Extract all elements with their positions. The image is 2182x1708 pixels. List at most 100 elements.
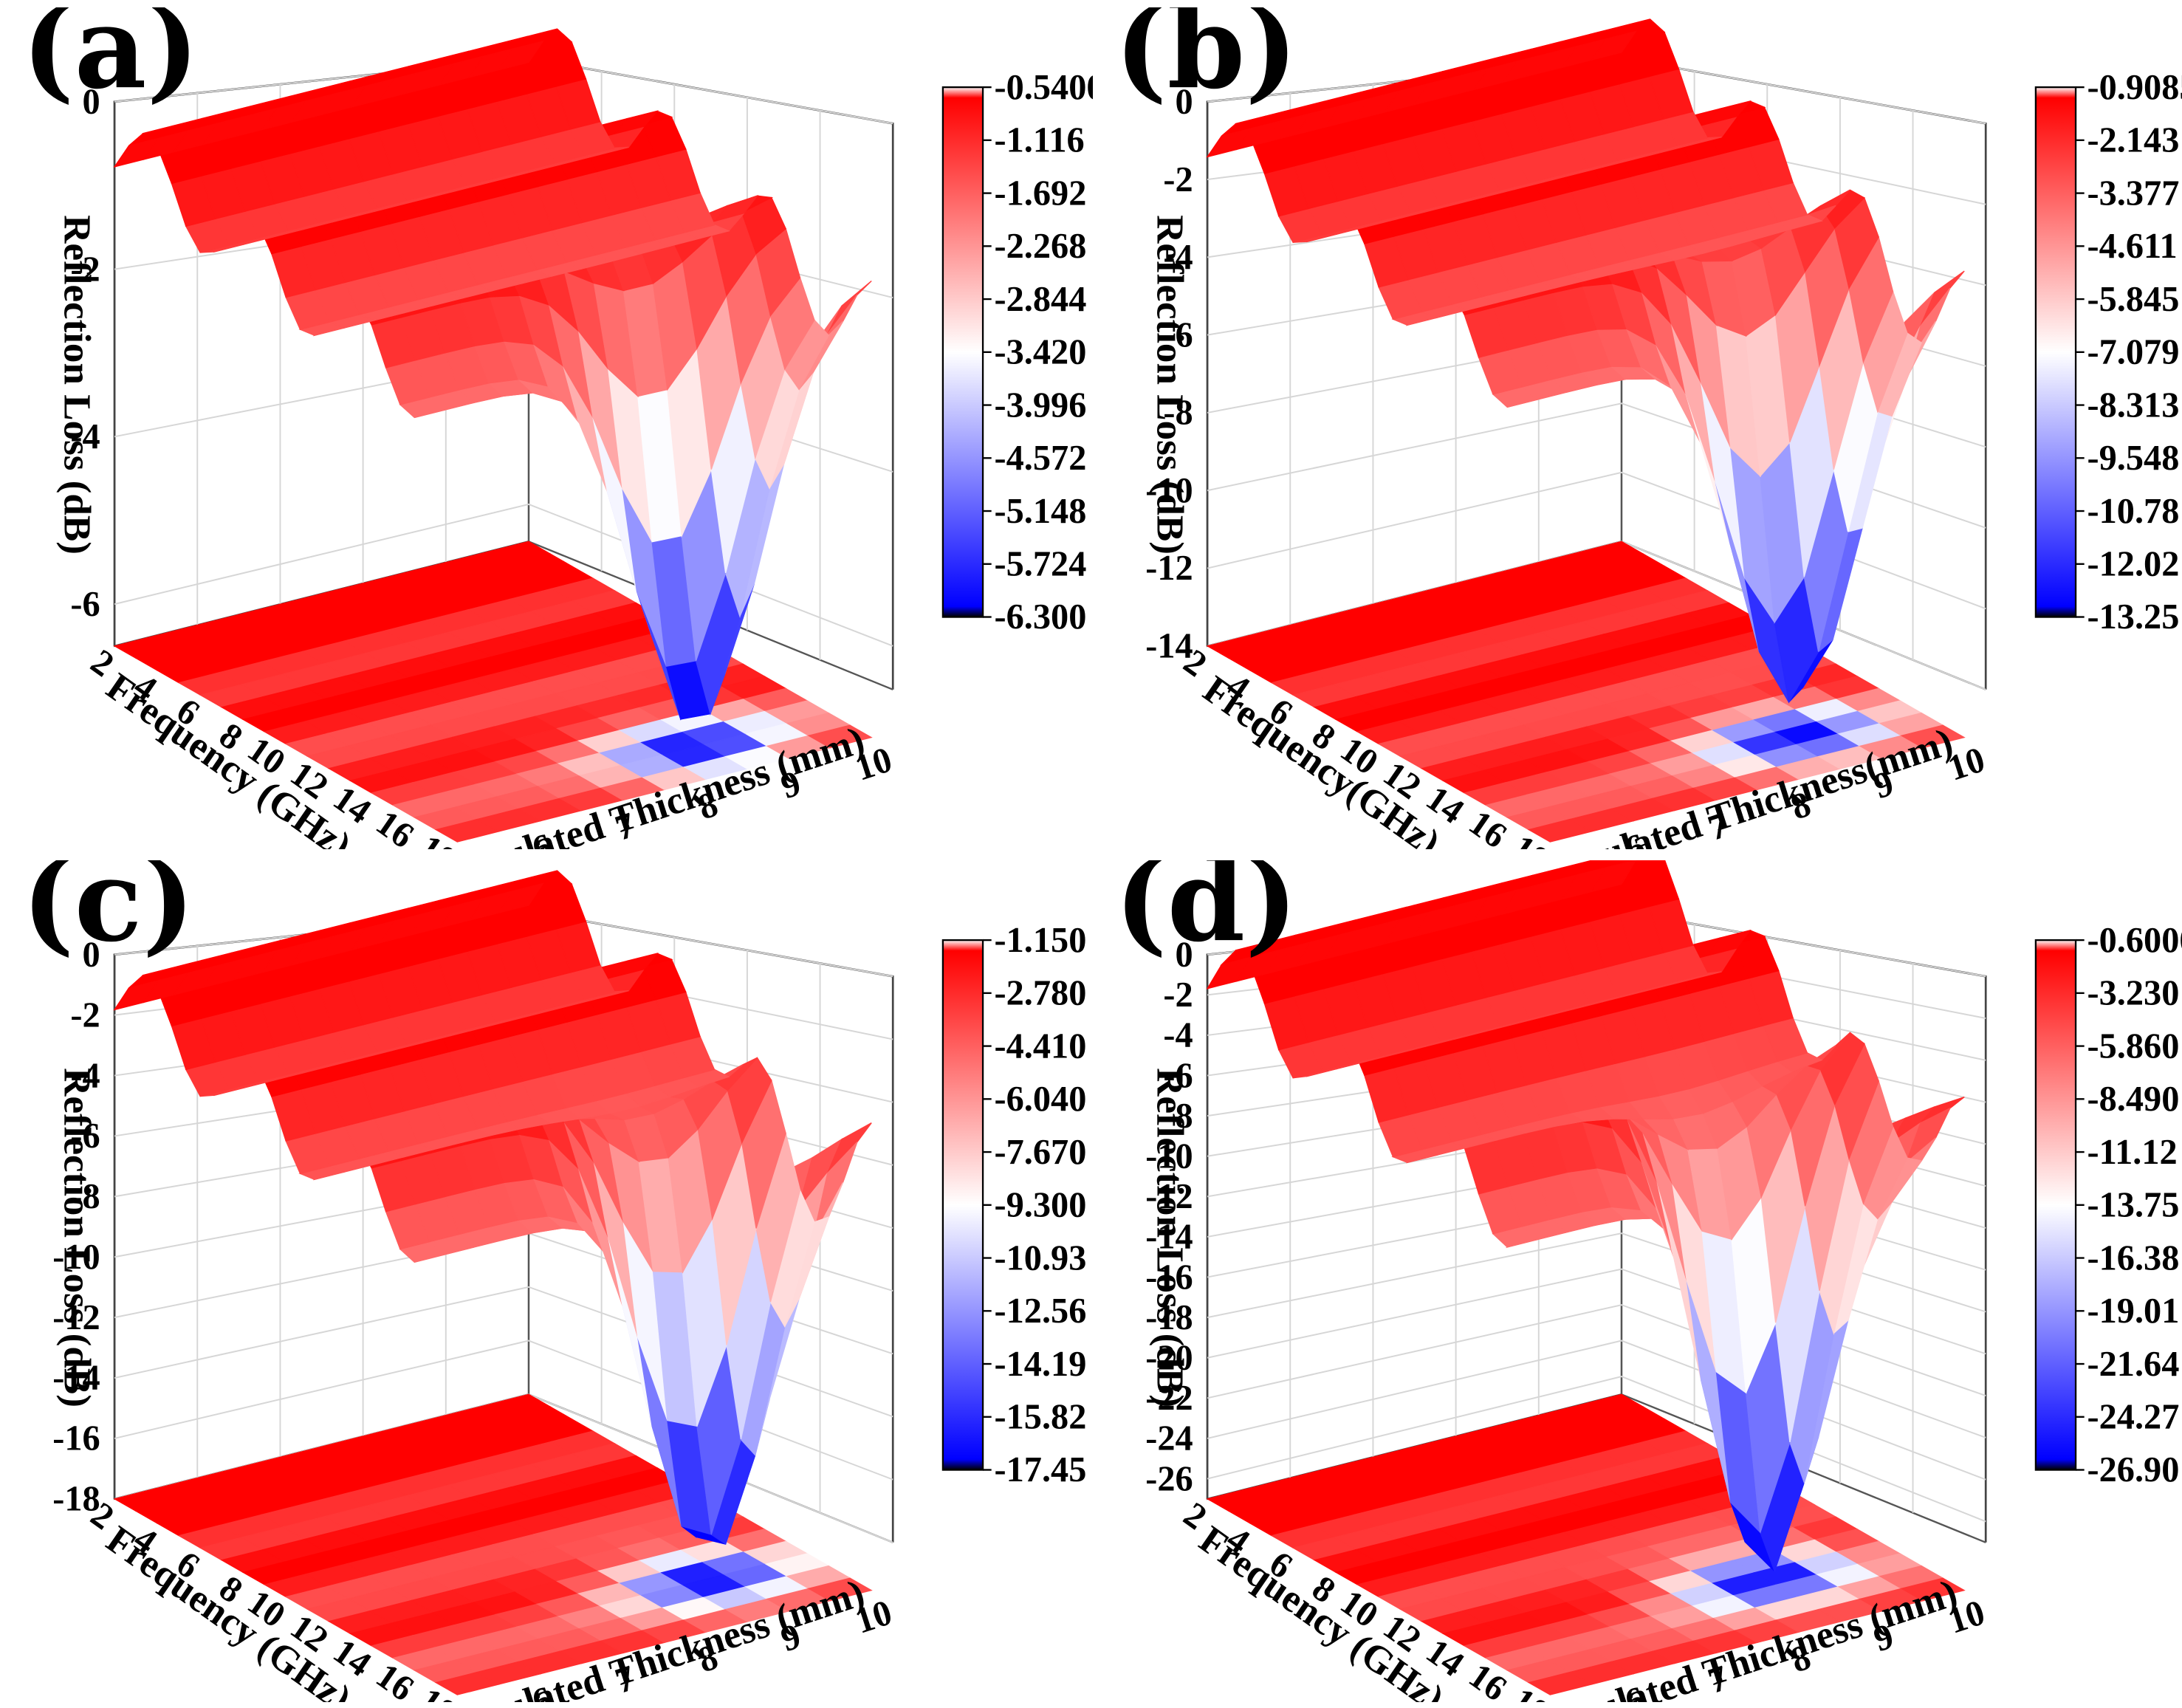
z-gridline	[114, 503, 893, 647]
colorbar-tick-label: -13.75	[2087, 1184, 2180, 1224]
z-tick-label: 0	[83, 81, 100, 121]
z-tick-label: -8	[1163, 392, 1193, 432]
colorbar-tick-label: -3.420	[995, 332, 1087, 371]
surface-quad	[498, 40, 544, 71]
z-axis-title: Reflection Loss (dB)	[1148, 1068, 1191, 1407]
z-tick-label: -2	[1163, 975, 1193, 1015]
z-gridline	[1207, 1376, 1986, 1523]
thickness-tick-label: 5	[1537, 1699, 1567, 1702]
z-tick-label: -8	[70, 1176, 100, 1216]
colorbar-tick-label: -8.490	[2087, 1079, 2180, 1119]
colorbar-tick-label: -21.64	[2087, 1343, 2180, 1383]
floor-heatmap	[113, 1393, 873, 1695]
colorbar-tick-label: -12.56	[995, 1291, 1087, 1331]
plot-svg: 0-2-4-6-8-10-12-14-16-18-20-22-24-262468…	[1114, 860, 2182, 1702]
colorbar-tick-label: -5.724	[995, 543, 1087, 583]
colorbar-tick-label: -10.93	[995, 1238, 1087, 1277]
colorbar-tick-label: -6.300	[995, 597, 1087, 637]
colorbar-tick-label: -14.19	[995, 1343, 1087, 1383]
z-tick-label: -6	[1163, 1055, 1193, 1095]
colorbar-tick-label: -2.780	[995, 973, 1087, 1012]
plot-svg: 0-2-4-6-8-10-12-14246810121416185678910R…	[1114, 7, 2182, 849]
thickness-tick-label: 5	[445, 1699, 474, 1702]
panel-label: (c)	[21, 860, 195, 967]
z-tick-label: -4	[70, 416, 100, 456]
z-tick-label: -6	[1163, 315, 1193, 354]
colorbar-tick-label: -4.572	[995, 438, 1087, 478]
colorbar-gradient	[941, 86, 984, 618]
surface-quad	[498, 882, 544, 914]
colorbar-tick-label: -17.45	[995, 1450, 1087, 1489]
colorbar: -1.150 -2.780 -4.410 -6.040 -7.670 -9.300 -10.…	[941, 919, 1087, 1489]
colorbar-tick-label: -0.6000	[2087, 919, 2182, 959]
z-tick-label: -20	[1145, 1337, 1193, 1377]
panel-c: 0-2-4-6-8-10-12-14-16-182468101214161856…	[7, 860, 1093, 1702]
colorbar-tick-label: -2.268	[995, 226, 1087, 266]
colorbar-tick-label: -9.300	[995, 1184, 1087, 1224]
z-tick-label: -4	[1163, 1015, 1193, 1054]
z-tick-label: -6	[70, 1116, 100, 1156]
z-tick-label: -16	[52, 1418, 100, 1458]
z-tick-label: -8	[1163, 1096, 1193, 1136]
z-axis-title: Reflection Loss (dB)	[55, 1068, 98, 1407]
z-tick-label: -10	[52, 1237, 100, 1277]
colorbar-gradient	[2034, 939, 2077, 1471]
z-tick-label: -6	[70, 584, 100, 624]
colorbar-tick-label: -1.150	[995, 919, 1087, 959]
colorbar-tick-label: -5.148	[995, 490, 1087, 530]
z-tick-label: -12	[52, 1297, 100, 1337]
floor-cell	[1900, 724, 1966, 749]
thickness-tick-label: 5	[1537, 846, 1567, 849]
z-gridline	[114, 1340, 893, 1481]
z-tick-label: -22	[1145, 1378, 1193, 1418]
colorbar-tick-label: -3.377	[2087, 173, 2180, 213]
floor-heatmap	[113, 541, 873, 843]
z-tick-label: -14	[1145, 1216, 1193, 1256]
z-gridline	[1207, 1304, 1986, 1438]
z-tick-label: -24	[1145, 1418, 1193, 1458]
z-tick-label: -12	[1145, 548, 1193, 588]
panel-b: 0-2-4-6-8-10-12-14246810121416185678910R…	[1100, 7, 2182, 849]
z-tick-label: -2	[1163, 159, 1193, 199]
panel-a: 0-2-4-6246810121416185678910Reflection L…	[7, 7, 1093, 849]
z-tick-label: -2	[70, 995, 100, 1035]
plot-svg: 0-2-4-6246810121416185678910Reflection L…	[21, 7, 1093, 849]
z-tick-label: 0	[1176, 934, 1193, 974]
colorbar-tick-label: -5.860	[2087, 1026, 2180, 1066]
colorbar-tick-label: -4.611	[2087, 226, 2178, 266]
colorbar-tick-label: -8.313	[2087, 385, 2180, 425]
z-tick-label: -4	[70, 1055, 100, 1095]
colorbar-tick-label: -4.410	[995, 1026, 1087, 1066]
colorbar-tick-label: -11.12	[2087, 1131, 2178, 1171]
surface-quad	[1591, 860, 1637, 893]
z-tick-label: -26	[1145, 1458, 1193, 1498]
z-gridline	[1207, 1268, 1986, 1396]
z-tick-label: -16	[1145, 1257, 1193, 1297]
colorbar-tick-label: -15.82	[995, 1396, 1087, 1436]
floor-heatmap	[1206, 541, 1966, 843]
surface	[1206, 860, 1965, 1573]
colorbar-tick-label: -7.079	[2087, 332, 2180, 371]
surface-quad	[1591, 30, 1637, 61]
panel-d: 0 -2 -4 -6 -8 -10 -12 -14 -16 -18 -20 -22 -24 -26 2 4 6 8…	[1100, 860, 2182, 1702]
colorbar-tick-label: -0.5400	[995, 66, 1093, 106]
plot-svg: 0-2-4-6-8-10-12-14-16-182468101214161856…	[21, 860, 1087, 1702]
z-tick-label: -14	[52, 1357, 100, 1397]
floor-cell	[807, 724, 873, 749]
colorbar-tick-label: -16.38	[2087, 1238, 2180, 1277]
colorbar-tick-label: -13.25	[2087, 597, 2180, 637]
floor-cell	[1900, 1577, 1966, 1602]
z-tick-label: -18	[1145, 1297, 1193, 1337]
colorbar-tick-label: -6.040	[995, 1079, 1087, 1119]
z-tick-label: -10	[1145, 470, 1193, 510]
colorbar: -0.9085 -2.143 -3.377 -4.611 -5.845 -7.079 -8.…	[2034, 66, 2182, 637]
z-axis-title: Reflection Loss (dB)	[1148, 215, 1191, 555]
z-tick-label: -14	[1145, 625, 1193, 665]
z-gridline	[1207, 1340, 1986, 1481]
panel-label: (d)	[1114, 860, 1297, 967]
colorbar-tick-label: -0.9085	[2087, 66, 2182, 106]
colorbar-tick-label: -10.78	[2087, 490, 2180, 530]
z-gridline	[1207, 1232, 1986, 1355]
colorbar-gradient	[941, 939, 984, 1471]
panel-label: (b)	[1114, 7, 1297, 114]
